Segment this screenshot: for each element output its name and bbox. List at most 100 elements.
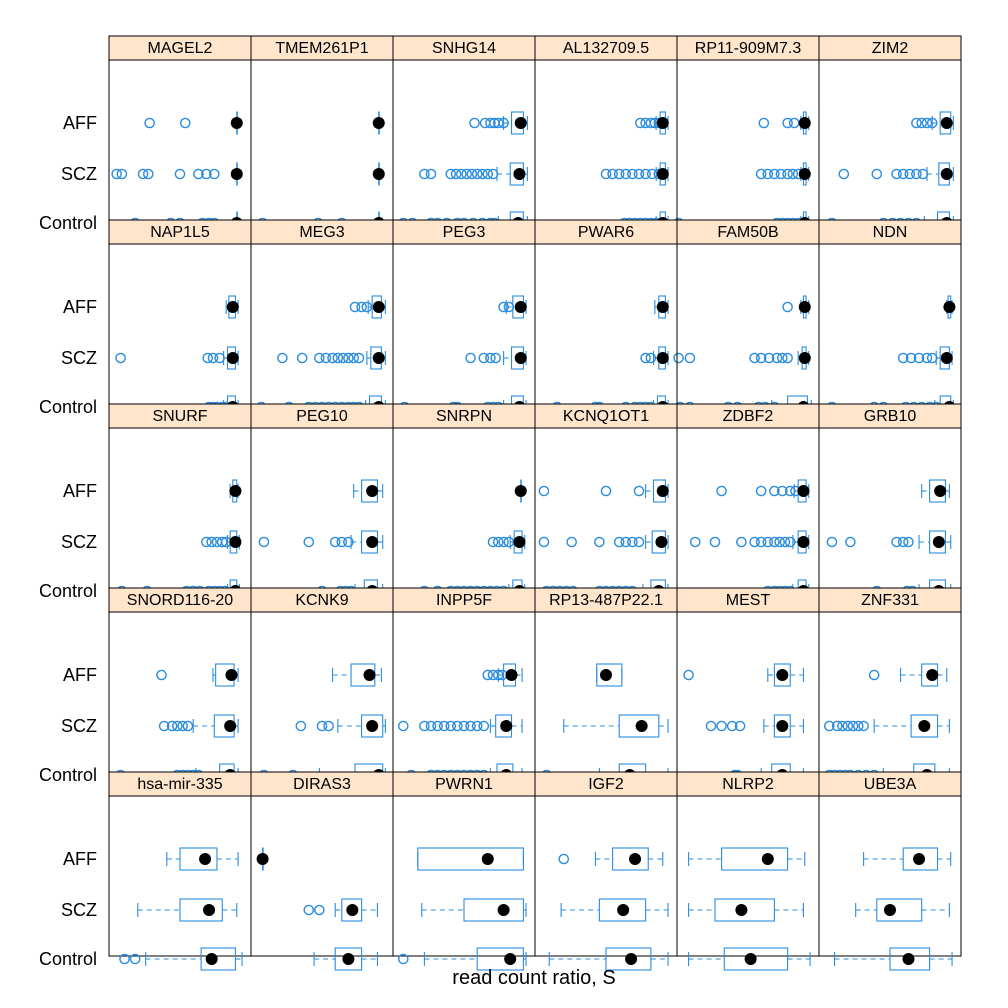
outlier-point — [216, 536, 228, 548]
outlier-point — [635, 117, 646, 129]
median-dot — [943, 301, 956, 313]
median-dot — [884, 904, 896, 916]
box-scz — [688, 898, 804, 922]
outlier-point — [348, 352, 359, 364]
median-dot — [514, 117, 527, 129]
box-scz — [115, 346, 239, 370]
box-scz — [826, 530, 952, 554]
strip-header — [818, 403, 962, 429]
outlier-point — [775, 168, 787, 180]
outlier-point — [277, 352, 288, 364]
outlier-point — [452, 720, 463, 732]
outlier-point — [490, 352, 501, 364]
outlier-point — [782, 301, 793, 313]
strip-label: PEG10 — [296, 408, 348, 425]
outlier-point — [478, 352, 490, 364]
outlier-point — [823, 720, 835, 732]
outlier-point — [303, 904, 315, 916]
box-scz — [421, 898, 527, 922]
row-label-scz: SCZ — [61, 532, 97, 552]
outlier-point — [620, 168, 632, 180]
outlier-point — [466, 168, 478, 180]
outlier-point — [755, 536, 767, 548]
row-label-aff: AFF — [63, 481, 97, 501]
median-dot — [926, 669, 939, 681]
outlier-point — [419, 168, 430, 180]
outlier-point — [911, 168, 922, 180]
strip-label: DIRAS3 — [293, 776, 351, 793]
panel-frame — [250, 611, 394, 773]
outlier-point — [771, 352, 783, 364]
median-dot — [205, 953, 218, 965]
panel-fam50b: FAM50B — [676, 219, 820, 419]
outlier-point — [769, 168, 780, 180]
strip-header — [108, 35, 252, 61]
outlier-point — [143, 168, 154, 180]
box-aff — [166, 847, 239, 871]
outlier-point — [179, 117, 191, 129]
box-iqr — [714, 898, 775, 922]
panel-pwar6: PWAR6 — [534, 219, 686, 419]
box-iqr — [910, 714, 939, 738]
strip-label: FAM50B — [717, 224, 778, 241]
outlier-point — [913, 352, 925, 364]
outlier-point — [353, 352, 365, 364]
outlier-point — [482, 168, 494, 180]
box-iqr — [476, 947, 524, 971]
outlier-point — [206, 536, 217, 548]
outlier-point — [156, 669, 167, 681]
outlier-point — [166, 720, 178, 732]
outlier-point — [209, 168, 220, 180]
median-dot — [199, 853, 212, 865]
box-iqr — [618, 714, 660, 738]
strip-header — [250, 771, 394, 797]
outlier-point — [734, 720, 746, 732]
outlier-point — [445, 720, 457, 732]
panel-frame — [392, 795, 536, 957]
outlier-point — [758, 117, 770, 129]
outlier-point — [853, 720, 864, 732]
row-label-scz: SCZ — [61, 164, 97, 184]
panel-ndn: NDN — [818, 219, 962, 419]
panel-al132709-5: AL132709.5 — [534, 35, 684, 235]
median-dot — [513, 536, 526, 548]
outlier-point — [897, 168, 909, 180]
box-iqr — [876, 898, 923, 922]
outlier-point — [182, 720, 194, 732]
median-dot — [346, 904, 359, 916]
outlier-point — [787, 168, 799, 180]
outlier-point — [329, 536, 341, 548]
outlier-point — [498, 536, 509, 548]
panel-zim2: ZIM2 — [818, 35, 962, 235]
outlier-point — [303, 536, 315, 548]
strip-label: SNHG14 — [432, 40, 496, 57]
strip-label: KCNQ1OT1 — [563, 408, 649, 425]
median-dot — [225, 669, 238, 681]
outlier-point — [777, 352, 788, 364]
row-label-scz: SCZ — [61, 900, 97, 920]
outlier-point — [336, 536, 348, 548]
outlier-point — [847, 720, 859, 732]
outlier-point — [871, 168, 883, 180]
box-iqr — [334, 947, 363, 971]
box-control — [119, 947, 243, 971]
outlier-point — [456, 168, 467, 180]
box-aff — [911, 111, 954, 135]
outlier-point — [498, 301, 509, 313]
median-dot — [635, 720, 648, 732]
outlier-point — [736, 536, 747, 548]
outlier-point — [425, 168, 437, 180]
panel-frame — [676, 611, 820, 773]
outlier-point — [904, 168, 916, 180]
panel-frame — [534, 427, 678, 589]
outlier-point — [673, 352, 684, 364]
outlier-point — [774, 536, 785, 548]
row-label-scz: SCZ — [61, 348, 97, 368]
median-dot — [229, 536, 242, 548]
median-dot — [617, 904, 630, 916]
median-dot — [656, 352, 669, 364]
panel-frame — [676, 795, 820, 957]
median-dot — [735, 904, 748, 916]
box-scz — [855, 898, 950, 922]
median-dot — [744, 953, 757, 965]
